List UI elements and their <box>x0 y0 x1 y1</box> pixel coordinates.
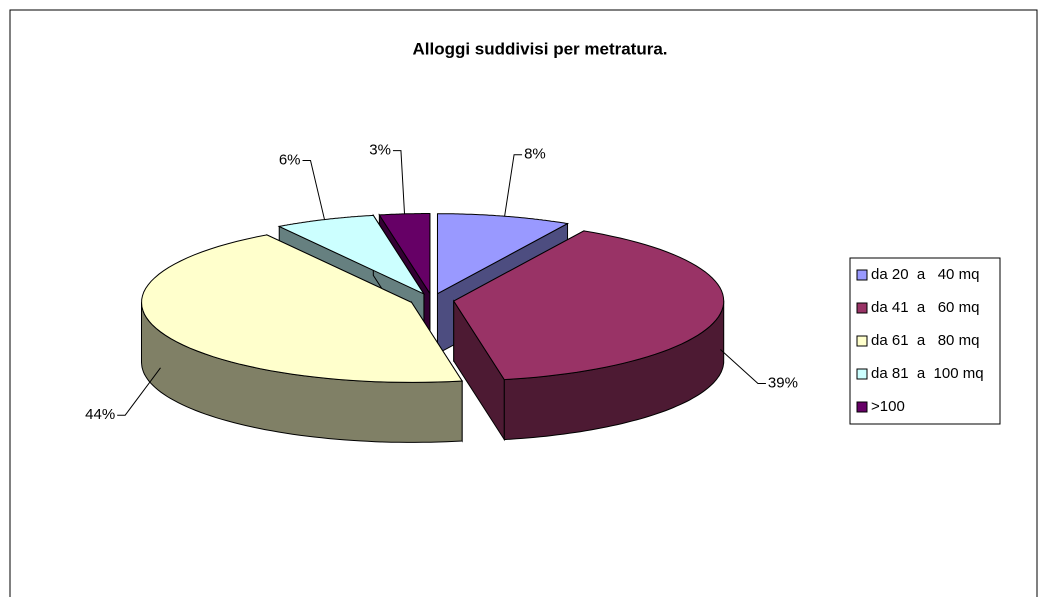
slice-top <box>378 213 431 296</box>
data-label: 44% <box>85 406 115 423</box>
pie: 8% 39% 44% 6% 3% <box>85 142 798 443</box>
leader-line <box>720 349 766 384</box>
data-label: 3% <box>369 142 391 159</box>
slice-top <box>453 230 725 381</box>
legend-swatch <box>856 335 868 347</box>
data-label: 8% <box>524 146 546 163</box>
legend: da 20 a 40 mq da 41 a 60 mq da 61 a 80 mq d… <box>856 266 984 415</box>
legend-swatch <box>856 269 868 281</box>
legend-swatch <box>856 302 868 314</box>
leader-line <box>117 367 161 416</box>
legend-label: >100 <box>871 398 905 415</box>
leader-line <box>504 154 523 217</box>
data-label: 6% <box>279 152 301 169</box>
slice-top <box>141 234 463 383</box>
slice <box>453 230 725 442</box>
slice <box>141 234 463 443</box>
legend-box <box>849 257 1001 425</box>
legend-swatch <box>856 401 868 413</box>
leader-line <box>302 160 325 220</box>
legend-swatch <box>856 368 868 380</box>
slice-top <box>277 214 426 296</box>
slice-top <box>436 213 570 295</box>
leader-line <box>392 150 406 214</box>
legend-label: da 41 a 60 mq <box>871 299 979 316</box>
chart-title: Alloggi suddivisi per metratura. <box>412 39 667 58</box>
legend-label: da 20 a 40 mq <box>871 266 979 283</box>
data-label: 39% <box>768 374 798 391</box>
legend-label: da 81 a 100 mq <box>871 365 984 382</box>
legend-label: da 61 a 80 mq <box>871 332 979 349</box>
